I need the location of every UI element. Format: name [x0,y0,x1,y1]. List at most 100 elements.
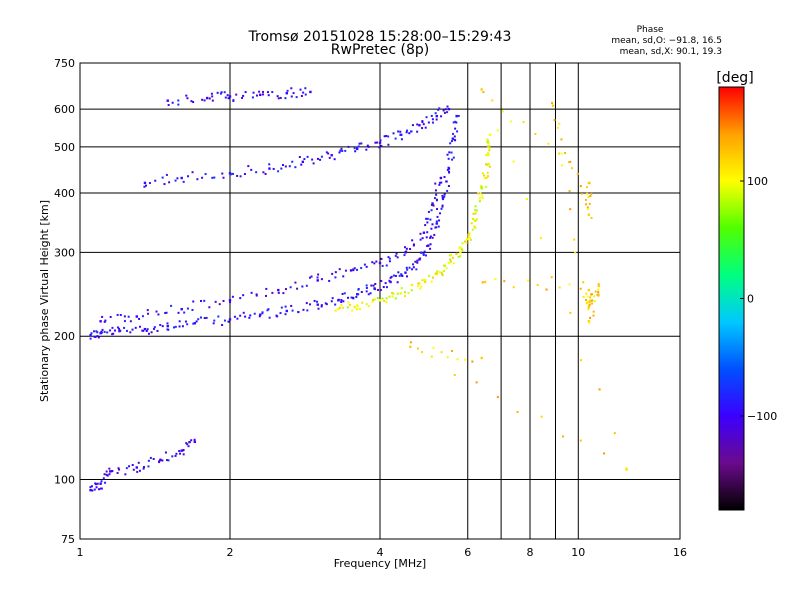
data-point [176,177,179,180]
data-point [339,149,342,152]
data-point [488,147,491,150]
data-point [119,313,122,316]
data-point [268,316,271,319]
x-axis-ticks: 1 2 4 6 8 10 16 [77,546,688,559]
data-point [159,323,162,326]
data-point [474,205,477,208]
data-point [522,121,525,124]
data-point [280,167,283,170]
data-point [433,197,436,200]
data-point [452,132,455,135]
data-point [167,104,170,107]
data-point [279,96,282,99]
data-point [424,126,427,129]
data-point [165,311,168,314]
data-point [431,236,434,239]
data-point [441,194,444,197]
data-point [443,193,446,196]
data-point [593,295,596,298]
data-point [434,272,437,275]
data-point [443,195,446,198]
data-point [431,202,434,205]
x-tick-label: 4 [377,546,384,559]
data-point [419,238,422,241]
data-point [588,301,591,304]
data-point [147,465,150,468]
data-point [301,285,304,288]
data-point [435,118,438,121]
data-point [268,167,271,170]
data-point [223,91,226,94]
data-point [101,328,104,331]
data-point [284,288,287,291]
data-point [585,203,588,206]
data-point [89,486,92,489]
data-point [459,251,462,254]
data-point [488,144,491,147]
data-point [564,151,567,154]
data-point [397,271,400,274]
data-point [436,270,439,273]
data-point [449,260,452,263]
data-point [560,138,563,141]
data-point [475,218,478,221]
data-point [444,108,447,111]
data-point [385,134,388,137]
data-point [177,311,180,314]
data-point [406,275,409,278]
data-point [367,145,370,148]
data-point [142,466,145,469]
data-point [435,272,438,275]
data-point [303,158,306,161]
data-point [295,96,298,99]
data-point [435,220,438,223]
data-point [265,287,268,290]
data-point [547,142,550,145]
data-point [354,150,357,153]
data-point [534,132,537,135]
data-point [474,226,477,229]
data-point [192,300,195,303]
data-point [196,178,199,181]
data-point [331,297,334,300]
data-point [211,95,214,98]
data-point [170,304,173,307]
data-point [367,293,370,296]
data-point [441,204,444,207]
data-point [435,273,438,276]
data-point [592,310,595,313]
data-point [98,488,101,491]
data-point [381,264,384,267]
data-point [560,152,563,155]
data-point [429,247,432,250]
data-point [266,309,269,312]
y-tick-label: 200 [54,330,75,343]
data-point [328,279,331,282]
data-point [340,304,343,307]
data-point [187,175,190,178]
data-point [560,164,563,167]
data-point [597,291,600,294]
data-point [440,181,443,184]
data-point [438,183,441,186]
data-point [590,293,593,296]
data-point [353,147,356,150]
data-point [473,212,476,215]
data-point [284,313,287,316]
data-point [221,172,224,175]
data-point [337,298,340,301]
data-point [271,291,274,294]
data-point [113,329,116,332]
data-point [426,217,429,220]
data-point [394,254,397,257]
data-point [267,94,270,97]
data-point [93,488,96,491]
data-point [376,297,379,300]
data-point [306,155,309,158]
data-point [178,450,181,453]
data-point [424,281,427,284]
data-point [108,473,111,476]
data-point [123,315,126,318]
data-point [570,167,573,170]
data-point [597,284,601,288]
